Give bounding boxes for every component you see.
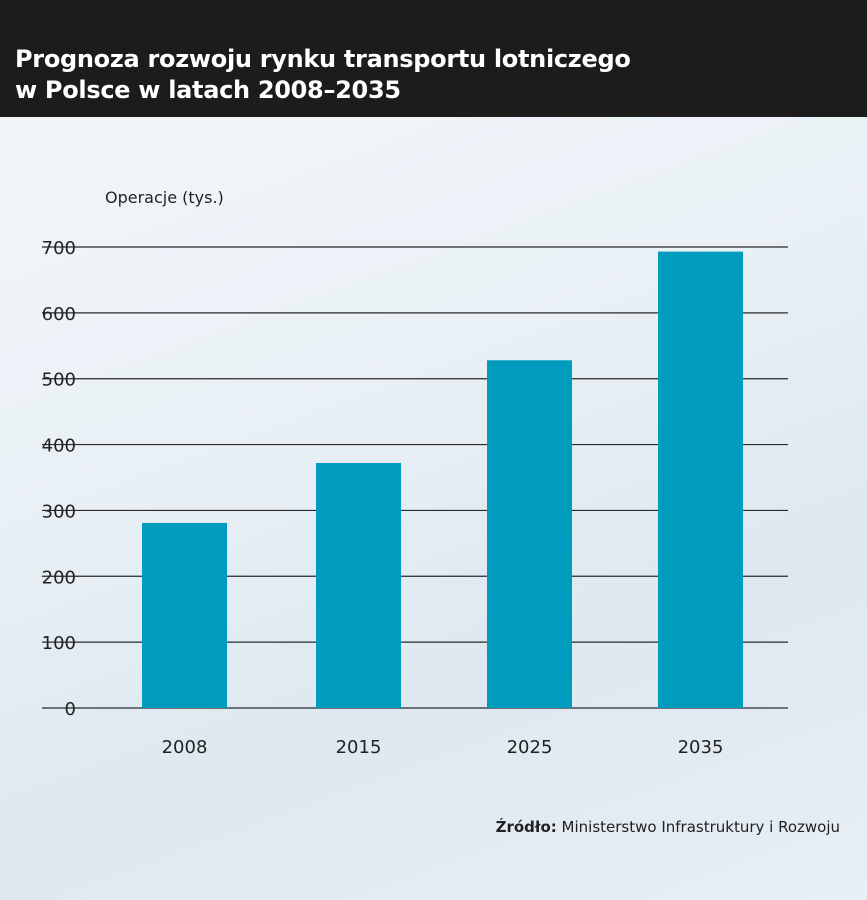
y-tick-label: 300	[42, 501, 76, 522]
x-tick-label: 2015	[336, 737, 382, 758]
title-line-2: w Polsce w latach 2008–2035	[15, 76, 401, 104]
y-tick-label: 700	[42, 238, 76, 259]
y-tick-label: 0	[65, 699, 76, 720]
bar-chart: Operacje (tys.) 0 100 200 300 400 500 600 700 2…	[42, 188, 788, 758]
x-tick-label: 2035	[678, 737, 724, 758]
y-tick-label: 100	[42, 633, 76, 654]
y-tick-label: 600	[42, 304, 76, 325]
bar-2015	[316, 463, 401, 708]
x-tick-label: 2025	[507, 737, 553, 758]
y-tick-label: 400	[42, 436, 76, 457]
y-tick-label: 500	[42, 370, 76, 391]
y-axis-label: Operacje (tys.)	[105, 188, 224, 207]
source-text: Ministerstwo Infrastruktury i Rozwoju	[561, 818, 840, 836]
bar-2035	[658, 251, 743, 709]
x-tick-label: 2008	[162, 737, 208, 758]
chart-title: Prognoza rozwoju rynku transportu lotnic…	[15, 44, 631, 106]
source-note: Źródło: Ministerstwo Infrastruktury i Ro…	[496, 818, 840, 836]
source-label: Źródło:	[495, 818, 557, 836]
header: Prognoza rozwoju rynku transportu lotnic…	[0, 0, 867, 117]
y-tick-label: 200	[42, 567, 76, 588]
title-line-1: Prognoza rozwoju rynku transportu lotnic…	[15, 45, 631, 73]
bar-2025	[487, 360, 572, 708]
bar-2008	[142, 522, 227, 708]
